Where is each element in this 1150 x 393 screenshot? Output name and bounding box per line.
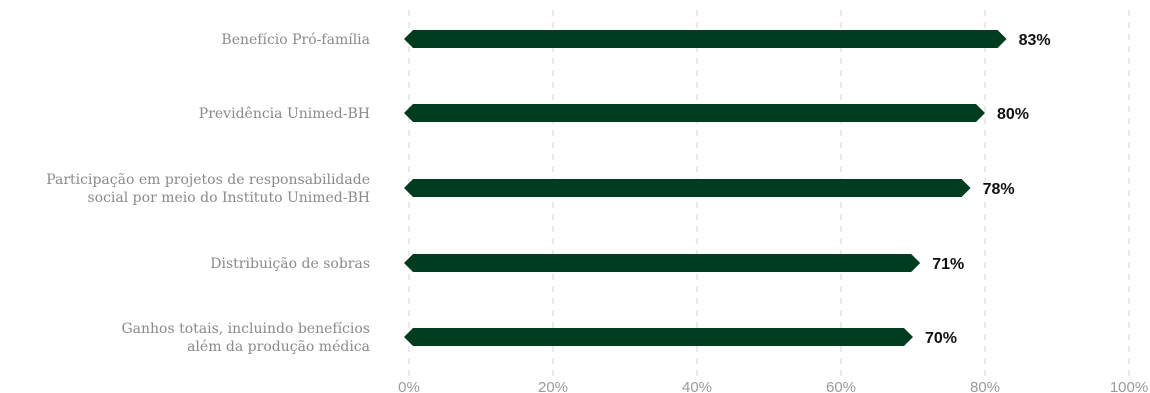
category-labels: Benefício Pró-família Previdência Unimed-…	[46, 32, 370, 355]
category-label: Benefício Pró-família	[221, 32, 370, 48]
category-label: além da produção médica	[187, 339, 370, 355]
data-label: 71%	[932, 256, 964, 273]
x-tick-label: 100%	[1110, 379, 1148, 393]
data-label: 70%	[925, 330, 957, 347]
bar	[404, 328, 913, 346]
bar	[404, 179, 971, 197]
category-label: Ganhos totais, incluindo benefícios	[121, 321, 370, 337]
category-label: Participação em projetos de responsabili…	[46, 172, 370, 188]
category-label: Distribuição de sobras	[210, 256, 370, 272]
bar	[404, 254, 921, 272]
data-label: 80%	[997, 106, 1029, 123]
category-label: Previdência Unimed-BH	[199, 106, 370, 122]
x-tick-label: 40%	[682, 379, 712, 393]
data-label: 78%	[983, 181, 1015, 198]
x-tick-label: 20%	[538, 379, 568, 393]
bars	[404, 30, 1007, 346]
x-tick-label: 60%	[826, 379, 856, 393]
category-label: social por meio do Instituto Unimed-BH	[87, 190, 370, 206]
x-tick-label: 0%	[398, 379, 420, 393]
x-tick-label: 80%	[970, 379, 1000, 393]
bar	[404, 30, 1007, 48]
bar	[404, 104, 985, 122]
value-labels: 83% 80% 78% 71% 70%	[925, 32, 1051, 347]
data-label: 83%	[1019, 32, 1051, 49]
x-axis-ticks: 0% 20% 40% 60% 80% 100%	[398, 379, 1148, 393]
